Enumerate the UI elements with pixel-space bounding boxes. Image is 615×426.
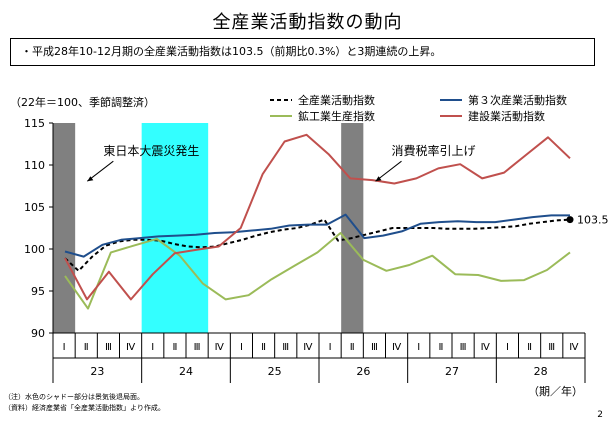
summary-box: ・平成28年10-12月期の全産業活動指数は103.5（前期比0.3%）と3期連… xyxy=(10,38,595,66)
y-tick-label-95: 95 xyxy=(31,285,45,298)
year-label-24: 24 xyxy=(179,365,193,378)
y-tick-label-90: 90 xyxy=(31,327,45,340)
quarter-label-21: Ⅰ xyxy=(506,342,509,353)
quarter-label-6: Ⅱ xyxy=(172,342,177,353)
quarter-label-11: Ⅲ xyxy=(282,342,289,353)
quarter-label-9: Ⅰ xyxy=(240,342,243,353)
legend-label-1: 全産業活動指数 xyxy=(298,93,375,107)
series-end-marker xyxy=(566,216,574,224)
footnote-shadow: （注）水色のシャドー部分は景気後退局面。 xyxy=(4,393,144,401)
quarter-label-4: Ⅳ xyxy=(126,342,136,353)
annotation-arrowhead-2 xyxy=(375,176,382,182)
year-label-28: 28 xyxy=(534,365,548,378)
page-title: 全産業活動指数の動向 xyxy=(212,12,403,33)
quarter-label-15: Ⅲ xyxy=(371,342,378,353)
shaded-period-2 xyxy=(141,123,209,333)
quarter-label-3: Ⅲ xyxy=(105,342,112,353)
annotation-label-1: 東日本大震災発生 xyxy=(103,144,199,158)
quarter-label-7: Ⅲ xyxy=(194,342,201,353)
shaded-period-1 xyxy=(53,123,76,333)
quarter-label-14: Ⅱ xyxy=(350,342,355,353)
quarter-label-5: Ⅰ xyxy=(151,342,154,353)
series-line-3 xyxy=(64,232,571,310)
quarter-label-23: Ⅲ xyxy=(548,342,555,353)
footnotes: （注）水色のシャドー部分は景気後退局面。 （資料）経済産業省「全産業活動指数」よ… xyxy=(4,392,165,414)
year-label-23: 23 xyxy=(90,365,104,378)
series-line-4 xyxy=(64,133,571,301)
y-tick-label-105: 105 xyxy=(24,201,45,214)
shaded-period-3 xyxy=(341,123,364,333)
quarter-label-17: Ⅰ xyxy=(417,342,420,353)
y-tick-label-100: 100 xyxy=(24,243,45,256)
quarter-label-1: Ⅰ xyxy=(63,342,66,353)
footnote-source: （資料）経済産業省「全産業活動指数」より作成。 xyxy=(4,404,165,412)
quarter-label-22: Ⅱ xyxy=(527,342,532,353)
quarter-label-20: Ⅳ xyxy=(481,342,491,353)
legend-label-3: 鉱工業生産指数 xyxy=(298,109,375,123)
annotation-arrow-1 xyxy=(87,160,114,182)
quarter-label-8: Ⅳ xyxy=(215,342,225,353)
year-label-25: 25 xyxy=(268,365,282,378)
legend-label-4: 建設業活動指数 xyxy=(468,109,545,123)
year-label-26: 26 xyxy=(356,365,370,378)
quarter-label-12: Ⅳ xyxy=(303,342,313,353)
page-number: 2 xyxy=(597,410,603,420)
quarter-label-16: Ⅳ xyxy=(392,342,402,353)
annotation-arrowhead-1 xyxy=(87,176,94,182)
quarter-label-10: Ⅱ xyxy=(261,342,266,353)
annotation-label-2: 消費税率引上げ xyxy=(392,143,476,158)
annotation-arrow-2 xyxy=(375,160,402,182)
y-tick-label-115: 115 xyxy=(24,117,45,130)
year-label-27: 27 xyxy=(445,365,459,378)
legend-label-2: 第３次産業活動指数 xyxy=(468,93,567,107)
series-line-1 xyxy=(64,218,571,272)
quarter-label-2: Ⅱ xyxy=(84,342,89,353)
quarter-label-18: Ⅱ xyxy=(438,342,443,353)
series-end-label: 103.5 xyxy=(577,214,609,227)
quarter-label-24: Ⅳ xyxy=(569,342,579,353)
quarter-label-13: Ⅰ xyxy=(329,342,332,353)
unit-note: （22年＝100、季節調整済） xyxy=(10,96,155,109)
series-line-2 xyxy=(64,213,570,258)
quarter-label-19: Ⅲ xyxy=(460,342,467,353)
axis-unit-label: （期／年） xyxy=(528,384,583,398)
y-tick-label-110: 110 xyxy=(24,159,45,172)
